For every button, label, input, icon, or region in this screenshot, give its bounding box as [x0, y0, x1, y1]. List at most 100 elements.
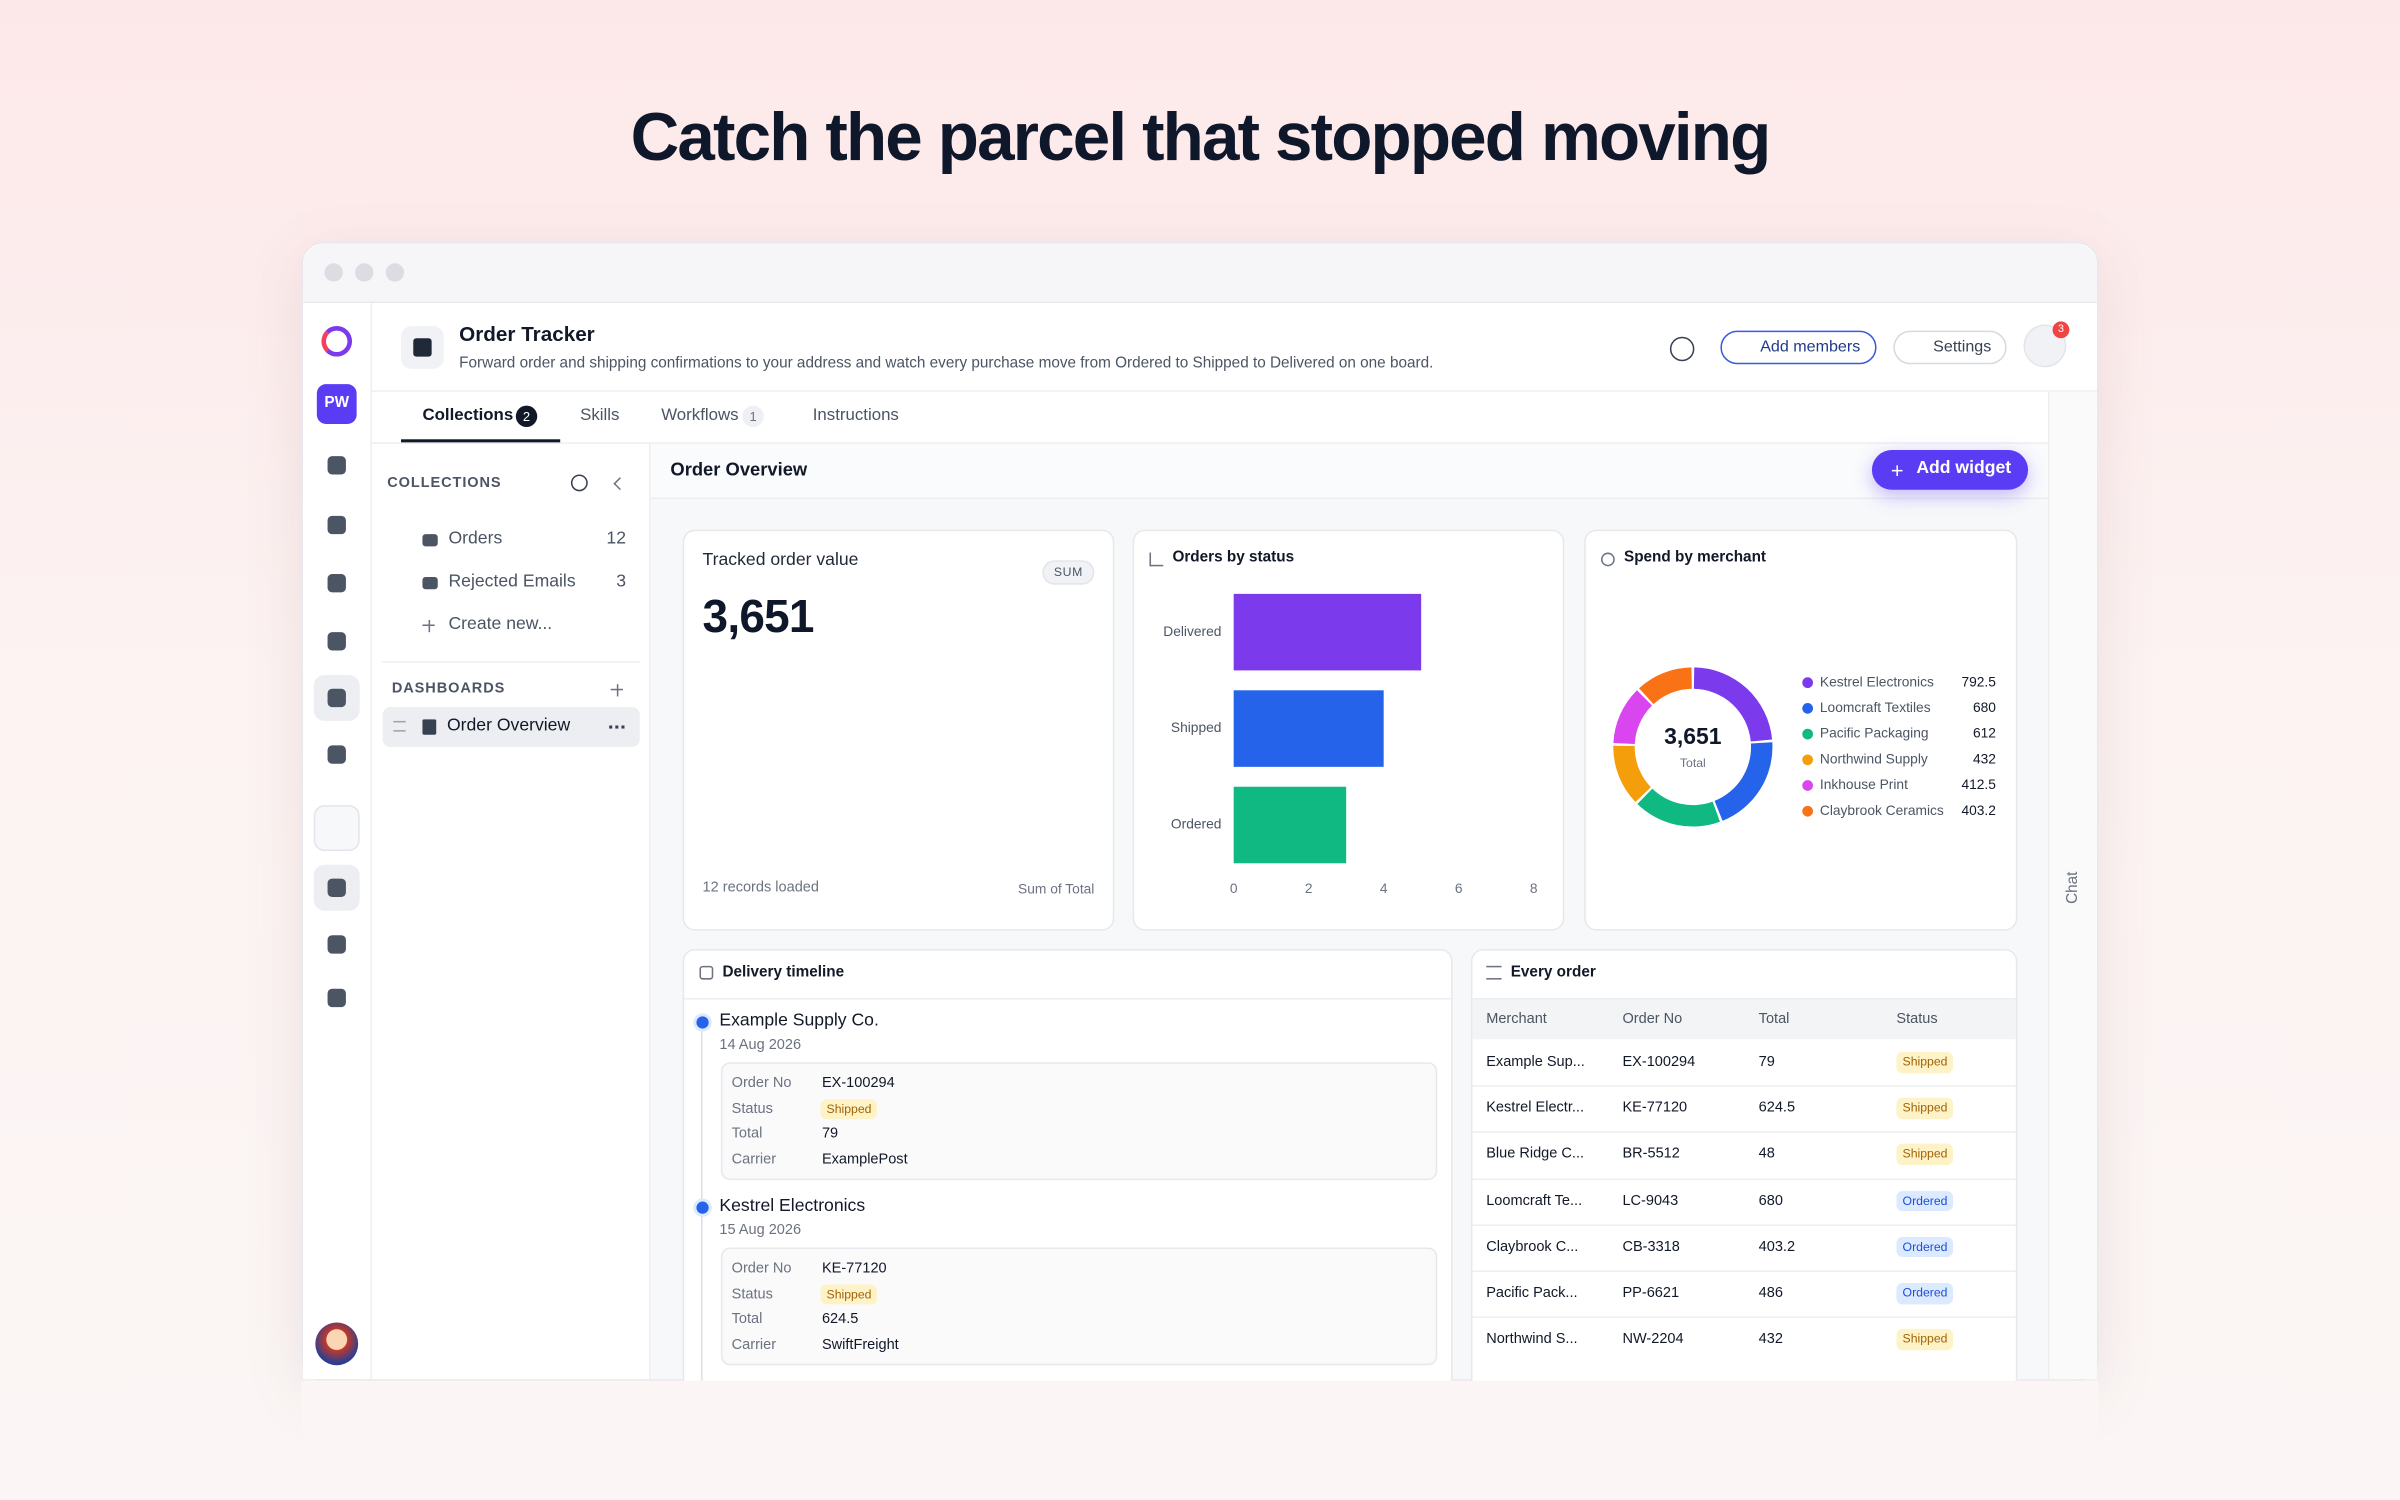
- table-cell: Shipped: [1896, 1144, 1954, 1166]
- window-dot: [385, 263, 405, 282]
- row-divider: [1472, 1177, 2016, 1180]
- field-label: Carrier: [731, 1150, 777, 1168]
- table-cell: 680: [1758, 1192, 1783, 1210]
- table-cell: Shipped: [1896, 1329, 1954, 1350]
- tab-count-bg: [742, 405, 764, 428]
- table-cell: Ordered: [1896, 1190, 1954, 1212]
- kpi-footnote: Sum of Total: [1018, 881, 1095, 897]
- table-cell: Blue Ridge C...: [1486, 1145, 1585, 1163]
- timeline-detail: [720, 1062, 1438, 1181]
- settings-label[interactable]: Settings: [1933, 337, 1992, 357]
- notification-badge: [2052, 321, 2070, 339]
- kpi-value: 3,651: [702, 592, 815, 643]
- section-heading: COLLECTIONS: [387, 474, 502, 492]
- timeline-date: 15 Aug 2026: [719, 1221, 802, 1239]
- rail-icon[interactable]: [327, 573, 346, 593]
- column-header: Merchant: [1486, 1009, 1547, 1027]
- table-cell: Claybrook C...: [1486, 1238, 1579, 1256]
- widget-title: Delivery timeline: [722, 964, 845, 982]
- tab-underline: [401, 439, 561, 443]
- table-cell: 624.5: [1758, 1099, 1796, 1117]
- table-cell: PP-6621: [1622, 1284, 1680, 1302]
- status-card: [1132, 529, 1565, 931]
- history-button[interactable]: [1669, 336, 1695, 362]
- sidebar: [371, 443, 651, 1380]
- collection-name[interactable]: Rejected Emails: [448, 572, 576, 591]
- add-members-button[interactable]: [1720, 330, 1877, 365]
- table-cell: Northwind S...: [1486, 1330, 1578, 1348]
- dashboard-name[interactable]: Order Overview: [446, 716, 571, 735]
- field-label: Order No: [731, 1260, 792, 1277]
- tab-count: 1: [749, 408, 757, 424]
- row-divider: [1472, 1131, 2016, 1134]
- rail-icon[interactable]: [327, 515, 346, 535]
- rail-icon[interactable]: [327, 632, 346, 651]
- table-cell: Example Sup...: [1486, 1053, 1585, 1071]
- timeline-icon: [699, 965, 714, 980]
- page-description: Forward order and shipping confirmations…: [459, 355, 1434, 372]
- table-cell: 79: [1758, 1053, 1775, 1071]
- more-menu[interactable]: [609, 725, 625, 729]
- tab[interactable]: Instructions: [812, 406, 899, 425]
- chat-strip: [2047, 391, 2097, 1380]
- rail-icon[interactable]: [327, 988, 346, 1008]
- timeline-date: 14 Aug 2026: [719, 1036, 802, 1054]
- field-label: Status: [731, 1100, 773, 1118]
- field-label: Total: [731, 1125, 763, 1143]
- field-label: Status: [731, 1285, 773, 1303]
- timeline-dot: [696, 1016, 709, 1029]
- merchant-card: [1584, 529, 2018, 931]
- tracker-icon-glyph: [413, 338, 432, 357]
- rail-add[interactable]: [313, 805, 360, 852]
- row-divider: [1472, 1316, 2016, 1319]
- tab[interactable]: Collections: [422, 406, 514, 425]
- headline: Catch the parcel that stopped moving: [630, 100, 1772, 176]
- tabs-bar: [371, 391, 2048, 444]
- table-cell: BR-5512: [1622, 1145, 1680, 1163]
- rail-icon[interactable]: [327, 878, 346, 897]
- table-cell: 432: [1758, 1330, 1783, 1348]
- chat-toggle[interactable]: Chat: [2064, 871, 2082, 904]
- dashboard-icon: [422, 719, 437, 735]
- collection-icon: [422, 577, 438, 590]
- sidebar-divider: [382, 661, 640, 663]
- tab-count: 2: [522, 408, 531, 424]
- create-new[interactable]: Create new...: [448, 615, 553, 634]
- table-cell: NW-2204: [1622, 1330, 1684, 1348]
- widget-title: Every order: [1510, 964, 1596, 982]
- rail-icon[interactable]: [327, 456, 346, 475]
- rail-icon[interactable]: [327, 688, 346, 708]
- section-heading: DASHBOARDS: [391, 680, 506, 697]
- pie-icon: [1601, 552, 1615, 567]
- field-value: ExamplePost: [821, 1150, 908, 1168]
- table-cell: CB-3318: [1622, 1238, 1680, 1256]
- field-value: 79: [821, 1125, 839, 1143]
- add-widget-plus-v: [1896, 464, 1898, 476]
- rail-icon[interactable]: [328, 819, 346, 837]
- window-dot: [355, 263, 374, 282]
- table-cell: KE-77120: [1622, 1099, 1688, 1117]
- widget-title: Orders by status: [1172, 549, 1295, 567]
- tab[interactable]: Workflows: [661, 406, 739, 425]
- timeline-divider: [684, 997, 1452, 1000]
- collection-icon: [422, 534, 438, 547]
- rail-icon[interactable]: [327, 745, 346, 764]
- user-avatar[interactable]: [315, 1322, 359, 1366]
- column-header: Status: [1896, 1009, 1938, 1027]
- collection-name[interactable]: Orders: [448, 529, 503, 549]
- add-members-label[interactable]: Add members: [1760, 337, 1861, 357]
- add-widget-label[interactable]: Add widget: [1916, 459, 2012, 478]
- field-value: Shipped: [820, 1098, 878, 1120]
- table-cell: 486: [1758, 1284, 1783, 1302]
- rail-icon[interactable]: [327, 935, 346, 954]
- row-divider: [1472, 1224, 2016, 1226]
- app-logo: [321, 326, 353, 357]
- search-icon[interactable]: [570, 474, 588, 492]
- collection-count: 12: [606, 529, 627, 549]
- table-cell: Ordered: [1896, 1282, 1954, 1304]
- tab[interactable]: Skills: [580, 406, 620, 425]
- settings-button[interactable]: [1893, 330, 2007, 365]
- field-value: KE-77120: [821, 1260, 887, 1277]
- workspace-avatar[interactable]: [316, 384, 357, 424]
